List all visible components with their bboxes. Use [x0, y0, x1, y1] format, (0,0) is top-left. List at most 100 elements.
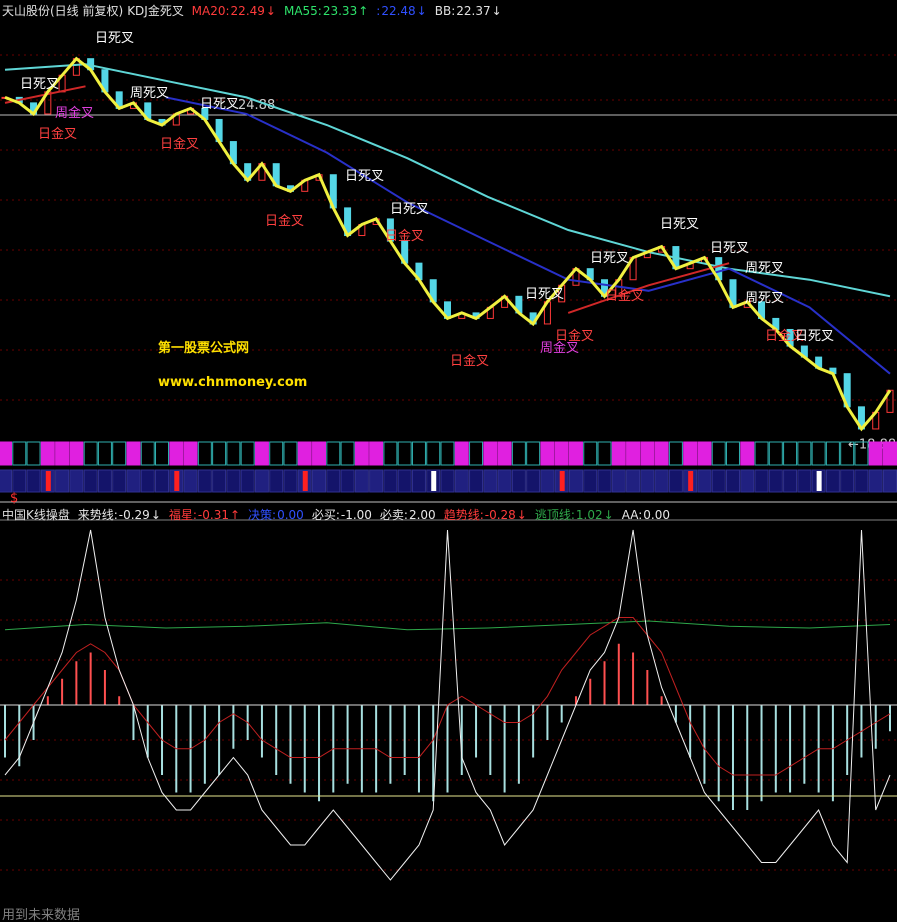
strip-cell — [411, 469, 426, 493]
strip-cell — [383, 469, 398, 493]
white-line — [4, 529, 891, 881]
signal-label: 周金叉 — [540, 340, 579, 356]
strip-cell — [197, 441, 212, 466]
strip-cell — [354, 441, 369, 466]
field-value: 0.00 — [277, 508, 304, 522]
strip-cell — [883, 441, 897, 466]
strip-cell — [654, 469, 669, 493]
strip-cell — [697, 441, 712, 466]
field-value: 2.00 — [408, 508, 436, 522]
strip-cell — [783, 441, 798, 466]
strip-cell — [497, 441, 512, 466]
strip-cell — [326, 441, 341, 466]
strip-cell — [126, 469, 141, 493]
strip-cell — [483, 469, 498, 493]
strip-cell — [426, 441, 441, 466]
strip-cell — [725, 441, 740, 466]
strip-cell — [440, 469, 455, 493]
strip-cell — [312, 469, 327, 493]
strip-cell — [554, 441, 569, 466]
candle — [886, 389, 894, 413]
strip-cell — [0, 469, 12, 493]
kdj-line — [4, 56, 892, 432]
field-name: 来势线: — [77, 508, 118, 522]
strip-cell — [397, 469, 412, 493]
strip-cell — [126, 441, 141, 466]
signal-label: 周死叉 — [130, 86, 169, 101]
legend-value: 22.37 — [456, 4, 491, 18]
field-arrow: ↓ — [150, 508, 161, 522]
strip-cell — [697, 469, 712, 493]
signal-tick — [559, 471, 565, 491]
legend-name: : — [376, 4, 381, 18]
field-arrow: ↓ — [603, 508, 614, 522]
legend-name: BB: — [434, 4, 456, 18]
strip-cell — [326, 469, 341, 493]
strip-cell — [254, 469, 269, 493]
strip-cell — [140, 441, 155, 466]
field-name: AA: — [621, 508, 643, 522]
signal-label: 日金叉 — [38, 126, 77, 142]
strip-cell — [354, 469, 369, 493]
signal-label: 日金叉 — [385, 228, 424, 244]
moving-average — [165, 96, 891, 375]
strip-cell — [725, 469, 740, 493]
strip-cell — [783, 469, 798, 493]
strip-cell — [40, 441, 55, 466]
strip-cell — [568, 469, 583, 493]
strip-cell — [55, 469, 70, 493]
field-name: 必买: — [311, 508, 340, 522]
strip-cell — [454, 441, 469, 466]
strip-cell — [740, 441, 755, 466]
field-value: -1.00 — [340, 508, 372, 522]
strip-cell — [169, 441, 184, 466]
marker: $ — [10, 491, 18, 506]
strip-cell — [226, 469, 241, 493]
strip-cell — [97, 441, 112, 466]
field-arrow: ↓ — [516, 508, 527, 522]
strip-cell — [155, 469, 170, 493]
strip-cell — [155, 441, 170, 466]
footer-note: 用到未来数据 — [2, 908, 80, 922]
strip-cell — [797, 441, 812, 466]
legend-value: 23.33 — [322, 4, 358, 18]
watermark: 第一股票公式网 — [158, 340, 249, 356]
strip-cell — [140, 469, 155, 493]
red-line — [4, 617, 891, 776]
strip-cell — [369, 441, 384, 466]
signal-tick — [431, 471, 437, 491]
field-name: 必卖: — [379, 508, 408, 522]
signal-label: 日金叉 — [265, 213, 304, 229]
field-value: -0.29 — [118, 508, 150, 522]
strip-cell — [269, 441, 284, 466]
field-name: 趋势线: — [443, 508, 484, 522]
signal-label: 日死叉 — [345, 169, 384, 184]
top-header: 天山股份(日线 前复权) KDJ金死叉 MA20:22.49↓ MA55:23.33… — [2, 2, 510, 19]
strip-cell — [626, 469, 641, 493]
strip-cell — [668, 469, 683, 493]
signal-tick — [816, 471, 822, 491]
strip-cell — [597, 469, 612, 493]
strip-cell — [283, 441, 298, 466]
strip-cell — [340, 469, 355, 493]
strip-cell — [97, 469, 112, 493]
signal-label: 日死叉 — [660, 217, 699, 232]
field-value: -0.28 — [484, 508, 516, 522]
signal-label: 周死叉 — [745, 261, 784, 276]
strip-cell — [212, 469, 227, 493]
strip-cell — [654, 441, 669, 466]
strip-cell — [668, 441, 683, 466]
signal-label: 日金叉 — [555, 328, 594, 344]
legend-name: MA55: — [283, 4, 322, 18]
bottom-header: 中国K线操盘 来势线:-0.29↓ 福星:-0.31↑ 决策:0.00 必买:-1.0… — [2, 506, 678, 523]
strip-cell — [383, 441, 398, 466]
strip-cell — [711, 441, 726, 466]
strip-cell — [0, 441, 12, 466]
strip-cell — [611, 441, 626, 466]
legend-arrow: ↓ — [416, 4, 427, 18]
strip-cell — [340, 441, 355, 466]
strip-cell — [626, 441, 641, 466]
field-arrow: ↑ — [229, 508, 241, 522]
strip-cell — [69, 441, 84, 466]
